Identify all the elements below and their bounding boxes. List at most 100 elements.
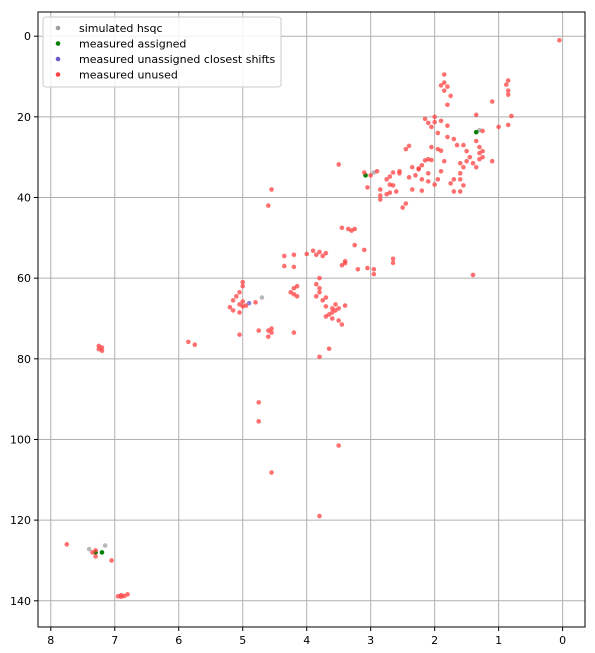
- data-point: [240, 279, 246, 285]
- data-point: [409, 164, 415, 170]
- data-point: [371, 271, 377, 277]
- data-point: [557, 37, 562, 43]
- data-point: [477, 150, 482, 156]
- data-point: [451, 189, 457, 194]
- data-point: [99, 550, 105, 555]
- x-tick-label: 4: [303, 634, 310, 647]
- data-point: [406, 143, 412, 149]
- data-point: [313, 294, 319, 299]
- data-point: [336, 318, 341, 323]
- data-point: [339, 262, 345, 268]
- data-point: [448, 181, 453, 186]
- data-point: [429, 157, 434, 163]
- data-point: [282, 263, 287, 269]
- data-point: [339, 322, 345, 327]
- data-point: [109, 558, 114, 563]
- data-point: [445, 102, 450, 108]
- x-tick-label: 1: [495, 634, 502, 647]
- data-point: [361, 170, 367, 175]
- data-point: [473, 164, 479, 170]
- data-point: [451, 177, 457, 182]
- data-point: [266, 334, 271, 339]
- data-point: [397, 171, 402, 176]
- data-point: [93, 554, 98, 559]
- data-point: [323, 295, 329, 300]
- data-point: [336, 162, 341, 167]
- data-point: [461, 142, 466, 148]
- data-point: [374, 168, 380, 174]
- data-point: [291, 330, 297, 335]
- data-point: [473, 138, 479, 144]
- data-point: [409, 187, 415, 192]
- data-point: [227, 304, 233, 310]
- y-tick-label: 40: [17, 192, 31, 205]
- data-point: [291, 264, 297, 270]
- data-point: [259, 295, 265, 300]
- data-point: [413, 173, 418, 178]
- data-point: [192, 342, 198, 348]
- data-point: [432, 119, 437, 125]
- data-points: [64, 37, 562, 600]
- data-point: [269, 187, 274, 192]
- plot-frame: [37, 11, 586, 628]
- data-point: [323, 314, 329, 319]
- data-point: [294, 294, 300, 299]
- data-point: [441, 88, 447, 93]
- data-point: [317, 285, 322, 291]
- x-tick-label: 8: [47, 634, 54, 647]
- x-tick-label: 3: [367, 634, 374, 647]
- data-point: [377, 187, 383, 192]
- data-point: [425, 179, 431, 184]
- data-point: [464, 158, 469, 164]
- legend-marker: [55, 25, 61, 31]
- data-point: [438, 168, 444, 174]
- y-tick-label: 20: [17, 111, 31, 124]
- data-point: [317, 289, 322, 295]
- data-point: [464, 148, 469, 154]
- data-point: [102, 543, 108, 548]
- data-point: [317, 249, 322, 255]
- data-point: [320, 298, 325, 303]
- y-axis-ticks: 0 20 40 60 80 100 120 140: [10, 30, 38, 608]
- data-point: [509, 113, 514, 119]
- x-tick-label: 7: [111, 634, 118, 647]
- data-point: [237, 289, 242, 295]
- data-point: [355, 266, 361, 272]
- legend-label: measured assigned: [79, 38, 186, 51]
- legend-marker: [55, 41, 61, 46]
- data-point: [505, 92, 511, 97]
- data-point: [419, 162, 425, 168]
- data-point: [256, 328, 262, 333]
- data-point: [86, 546, 92, 552]
- data-point: [451, 136, 457, 142]
- data-point: [400, 205, 405, 210]
- data-point: [435, 130, 441, 136]
- data-point: [90, 550, 95, 555]
- series-3: [64, 37, 562, 600]
- data-point: [441, 72, 447, 77]
- data-point: [477, 144, 482, 150]
- data-point: [342, 303, 348, 308]
- data-point: [368, 173, 373, 178]
- data-point: [470, 160, 476, 166]
- data-point: [320, 253, 325, 259]
- data-point: [457, 189, 463, 194]
- data-point: [266, 203, 271, 208]
- data-point: [438, 118, 444, 124]
- data-point: [365, 185, 370, 190]
- data-point: [317, 513, 322, 519]
- data-point: [445, 84, 450, 89]
- data-point: [186, 339, 191, 345]
- data-point: [504, 82, 509, 87]
- data-point: [406, 175, 412, 180]
- data-point: [323, 304, 329, 309]
- data-point: [269, 470, 274, 475]
- data-point: [390, 260, 396, 266]
- data-point: [371, 266, 377, 272]
- data-point: [419, 177, 425, 182]
- data-point: [467, 154, 473, 160]
- data-point: [323, 250, 329, 256]
- data-point: [336, 443, 341, 448]
- x-axis-ticks: 8 7 6 5 4 3 2 1 0: [47, 627, 566, 647]
- data-point: [425, 171, 431, 176]
